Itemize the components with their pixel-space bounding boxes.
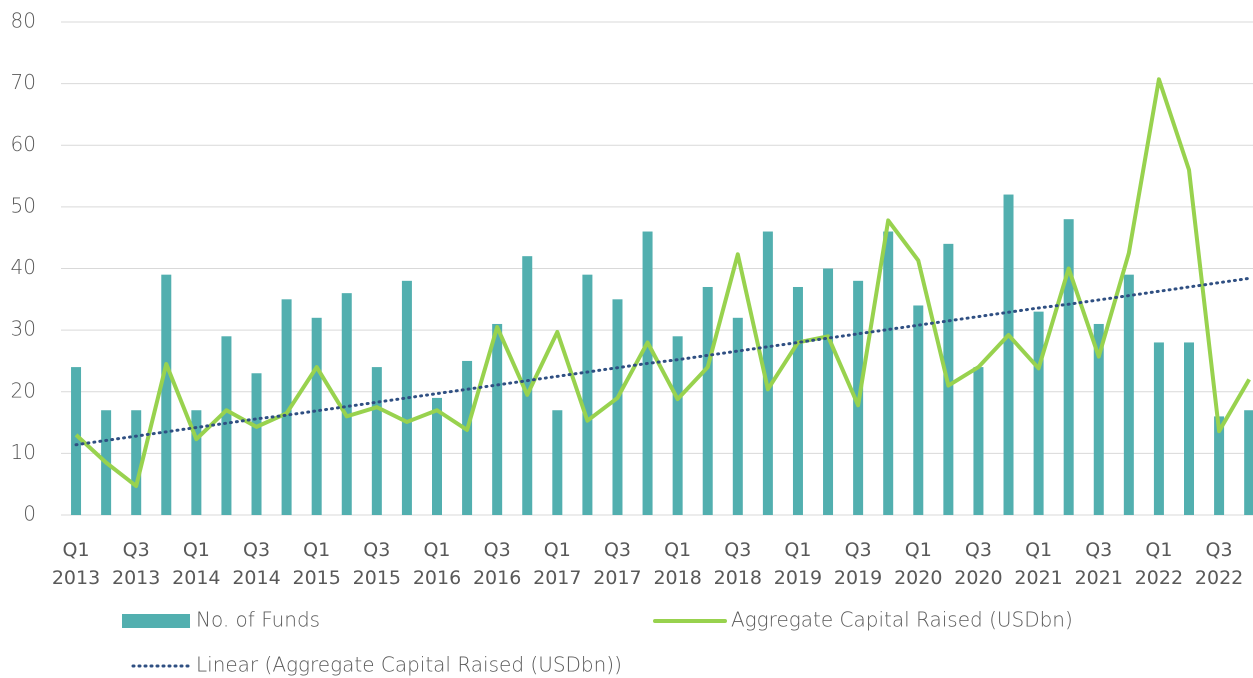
bar <box>1003 194 1014 516</box>
bar <box>612 299 623 515</box>
bar <box>522 256 533 515</box>
x-tick-label: Q1 2020 <box>894 539 943 589</box>
legend-label: No. of Funds <box>196 608 320 632</box>
bar <box>1184 342 1194 515</box>
bar <box>371 367 382 515</box>
bar <box>973 367 984 515</box>
bar <box>161 274 172 515</box>
x-tick-label: Q3 2017 <box>593 539 642 589</box>
bar <box>281 299 292 515</box>
x-tick-label: Q1 2016 <box>412 539 462 589</box>
x-tick-label: Q3 2018 <box>713 539 762 589</box>
bar <box>792 286 803 515</box>
bar <box>1063 219 1074 515</box>
bar <box>1153 342 1164 515</box>
bar <box>913 305 924 515</box>
legend-swatch <box>122 614 190 628</box>
bar <box>1033 311 1044 515</box>
x-tick-label: Q3 2020 <box>954 539 1003 589</box>
bar <box>1093 323 1104 515</box>
bar <box>552 410 563 515</box>
bar <box>1123 274 1134 515</box>
bar <box>672 336 683 515</box>
bar <box>432 397 442 515</box>
y-tick-label: 80 <box>11 9 36 33</box>
bar <box>191 410 202 515</box>
y-tick-label: 0 <box>23 502 36 526</box>
y-tick-label: 70 <box>11 70 36 94</box>
bar <box>251 373 262 515</box>
x-tick-label: Q1 2017 <box>533 539 582 589</box>
x-tick-label: Q1 2022 <box>1134 539 1184 589</box>
bar <box>71 367 82 515</box>
y-tick-label: 10 <box>11 440 36 464</box>
bar <box>401 280 412 515</box>
y-tick-label: 20 <box>11 378 36 402</box>
x-tick-label: Q1 2014 <box>172 539 221 589</box>
bar <box>762 231 773 515</box>
x-tick-label: Q1 2019 <box>773 539 823 589</box>
line <box>74 77 1251 489</box>
x-tick-label: Q3 2014 <box>232 539 281 589</box>
x-tick-label: Q3 2016 <box>472 539 522 589</box>
x-tick-label: Q3 2022 <box>1194 539 1244 589</box>
x-tick-label: Q1 2021 <box>1014 539 1063 589</box>
bar <box>221 336 232 515</box>
bar <box>341 293 352 515</box>
bar <box>823 268 834 515</box>
bar <box>492 323 503 515</box>
x-tick-label: Q3 2019 <box>833 539 883 589</box>
y-tick-label: 60 <box>11 132 36 156</box>
legend-label: Aggregate Capital Raised (USDbn) <box>731 608 1073 632</box>
bar <box>462 360 473 515</box>
x-tick-label: Q3 2013 <box>112 539 161 589</box>
x-tick-label: Q1 2015 <box>292 539 341 589</box>
x-tick-label: Q1 2018 <box>653 539 702 589</box>
bar <box>131 410 142 515</box>
x-tick-label: Q3 2015 <box>352 539 401 589</box>
bar <box>883 231 894 515</box>
y-tick-label: 30 <box>11 317 36 341</box>
bar <box>1214 416 1225 515</box>
bar <box>642 231 653 515</box>
y-tick-label: 50 <box>11 193 36 217</box>
trend-line <box>74 276 1251 447</box>
x-tick-label: Q1 2013 <box>51 539 101 589</box>
legend-label: Linear (Aggregate Capital Raised (USDbn)… <box>196 653 622 677</box>
bar <box>702 286 713 515</box>
bar <box>732 317 743 515</box>
bar <box>1244 410 1253 515</box>
bar <box>311 317 322 515</box>
y-tick-label: 40 <box>11 255 36 279</box>
bar <box>582 274 593 515</box>
x-tick-label: Q3 2021 <box>1074 539 1123 589</box>
